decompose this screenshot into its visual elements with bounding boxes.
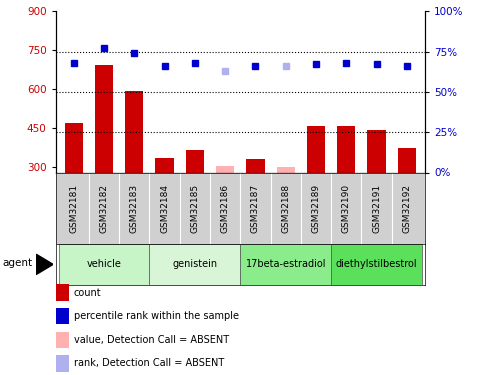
- Text: count: count: [74, 288, 101, 297]
- Bar: [186, 150, 204, 172]
- Bar: [307, 126, 325, 172]
- Bar: [241, 244, 331, 285]
- Text: GSM32191: GSM32191: [372, 184, 381, 232]
- Bar: [368, 130, 385, 172]
- Bar: [398, 148, 416, 172]
- Text: GSM32184: GSM32184: [160, 184, 169, 232]
- Text: GSM32188: GSM32188: [281, 184, 290, 232]
- Text: value, Detection Call = ABSENT: value, Detection Call = ABSENT: [74, 335, 229, 345]
- Bar: [95, 64, 113, 172]
- Bar: [65, 123, 83, 172]
- Text: GSM32186: GSM32186: [221, 184, 229, 232]
- Text: GSM32189: GSM32189: [312, 184, 321, 232]
- Text: diethylstilbestrol: diethylstilbestrol: [336, 260, 417, 269]
- Bar: [246, 159, 265, 172]
- Bar: [337, 126, 355, 172]
- Bar: [149, 244, 241, 285]
- Bar: [216, 166, 234, 172]
- Bar: [125, 91, 143, 172]
- Text: 17beta-estradiol: 17beta-estradiol: [245, 260, 326, 269]
- Text: rank, Detection Call = ABSENT: rank, Detection Call = ABSENT: [74, 358, 224, 368]
- Text: percentile rank within the sample: percentile rank within the sample: [74, 311, 239, 321]
- Text: GSM32192: GSM32192: [402, 184, 412, 232]
- Text: GSM32187: GSM32187: [251, 184, 260, 232]
- Text: agent: agent: [2, 258, 32, 267]
- Text: GSM32181: GSM32181: [69, 184, 78, 232]
- Text: GSM32183: GSM32183: [130, 184, 139, 232]
- Text: GSM32182: GSM32182: [99, 184, 109, 232]
- Bar: [156, 158, 174, 172]
- Bar: [277, 167, 295, 172]
- Bar: [331, 244, 422, 285]
- Text: vehicle: vehicle: [86, 260, 121, 269]
- Polygon shape: [36, 254, 53, 274]
- Text: GSM32185: GSM32185: [190, 184, 199, 232]
- Bar: [58, 244, 149, 285]
- Text: GSM32190: GSM32190: [342, 184, 351, 232]
- Text: genistein: genistein: [172, 260, 217, 269]
